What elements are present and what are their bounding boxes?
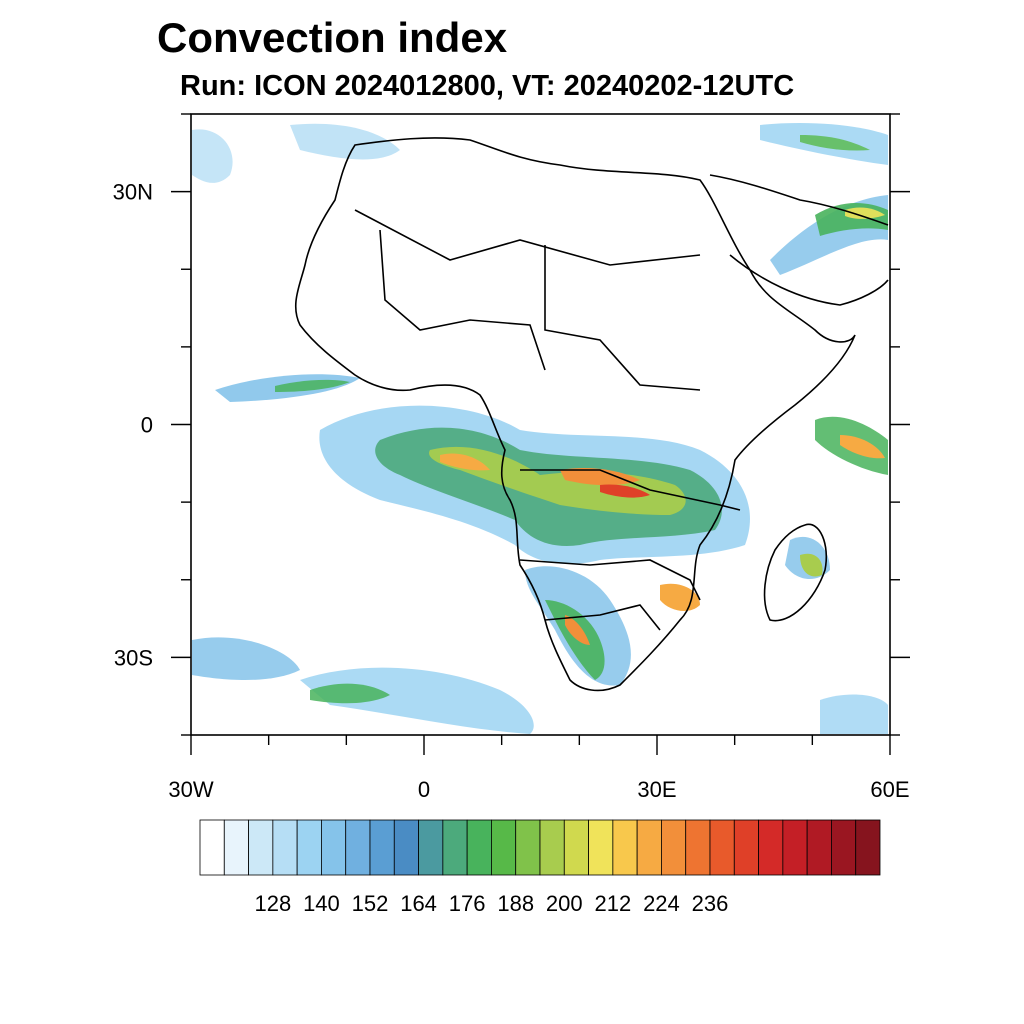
arabia-coastline xyxy=(709,174,889,306)
colorbar-swatch xyxy=(491,819,517,876)
colorbar-swatch xyxy=(758,819,784,876)
colorbar xyxy=(199,819,881,876)
colorbar-label: 140 xyxy=(303,891,340,916)
chart-title: Convection index xyxy=(157,14,508,61)
colorbar-swatch xyxy=(806,819,832,876)
colorbar-labels: 128 140 152 164 176 188 200 212 224 236 xyxy=(254,891,728,916)
field-madagascar-core xyxy=(800,553,823,577)
border-6 xyxy=(544,604,661,631)
colorbar-label: 200 xyxy=(546,891,583,916)
axis-layer: 30W 0 30E 60E 30N 0 30S xyxy=(113,113,910,802)
map-frame xyxy=(191,114,890,735)
field-south-atlantic-mid xyxy=(300,667,534,734)
field-indian-ocean-hot xyxy=(840,435,885,459)
colorbar-swatch xyxy=(831,819,857,876)
colorbar-swatch xyxy=(733,819,759,876)
field-south-africa-hot xyxy=(565,615,590,645)
border-2 xyxy=(379,229,546,371)
colorbar-swatch xyxy=(418,819,444,876)
x-tick-label: 30E xyxy=(637,777,676,802)
y-tick-label: 0 xyxy=(141,413,153,438)
colorbar-swatch xyxy=(223,819,249,876)
colorbar-swatch xyxy=(199,819,225,876)
colorbar-swatch xyxy=(345,819,371,876)
colorbar-swatch xyxy=(709,819,735,876)
field-congo-hot-1 xyxy=(440,453,490,471)
colorbar-label: 128 xyxy=(254,891,291,916)
field-north-atlantic xyxy=(192,129,233,183)
chart-subtitle: Run: ICON 2024012800, VT: 20240202-12UTC xyxy=(180,70,795,102)
colorbar-swatch xyxy=(685,819,711,876)
colorbar-swatch xyxy=(539,819,565,876)
colorbar-swatch xyxy=(296,819,322,876)
colorbar-label: 188 xyxy=(497,891,534,916)
colorbar-swatch xyxy=(393,819,419,876)
x-tick-label: 0 xyxy=(418,777,430,802)
field-congo-hot-3 xyxy=(600,484,650,498)
field-west-africa-core xyxy=(275,379,350,392)
convection-field xyxy=(192,123,888,734)
colorbar-swatch xyxy=(636,819,662,876)
colorbar-swatch xyxy=(248,819,274,876)
field-south-atlantic-west xyxy=(192,637,300,680)
y-tick-label: 30N xyxy=(113,180,153,205)
field-mediterranean xyxy=(290,123,400,160)
colorbar-label: 236 xyxy=(692,891,729,916)
border-1 xyxy=(354,209,701,266)
colorbar-swatch xyxy=(782,819,808,876)
colorbar-label: 224 xyxy=(643,891,680,916)
border-3 xyxy=(544,245,701,391)
colorbar-swatch xyxy=(563,819,589,876)
field-south-africa-core xyxy=(545,600,605,680)
colorbar-swatch xyxy=(855,819,881,876)
colorbar-label: 152 xyxy=(352,891,389,916)
field-gulf-hot xyxy=(845,207,885,219)
y-tick-label: 30S xyxy=(114,645,153,670)
colorbar-swatch xyxy=(661,819,687,876)
border-4 xyxy=(520,469,741,511)
x-tick-label: 30W xyxy=(168,777,213,802)
x-tick-label: 60E xyxy=(870,777,909,802)
colorbar-swatch xyxy=(321,819,347,876)
field-congo-core xyxy=(429,446,686,515)
colorbar-swatch xyxy=(515,819,541,876)
colorbar-swatch xyxy=(442,819,468,876)
colorbar-label: 212 xyxy=(594,891,631,916)
colorbar-swatch xyxy=(466,819,492,876)
colorbar-swatch xyxy=(369,819,395,876)
colorbar-label: 164 xyxy=(400,891,437,916)
madagascar-outline xyxy=(763,523,828,622)
field-congo-hot-2 xyxy=(560,468,640,486)
coastlines xyxy=(294,137,889,692)
africa-coastline xyxy=(294,137,856,692)
border-5 xyxy=(519,559,701,601)
field-east-med-core xyxy=(800,135,870,151)
field-south-east xyxy=(820,694,888,734)
field-south-atlantic-core xyxy=(310,683,390,704)
colorbar-label: 176 xyxy=(449,891,486,916)
colorbar-swatch xyxy=(612,819,638,876)
colorbar-swatch xyxy=(588,819,614,876)
colorbar-swatch xyxy=(272,819,298,876)
